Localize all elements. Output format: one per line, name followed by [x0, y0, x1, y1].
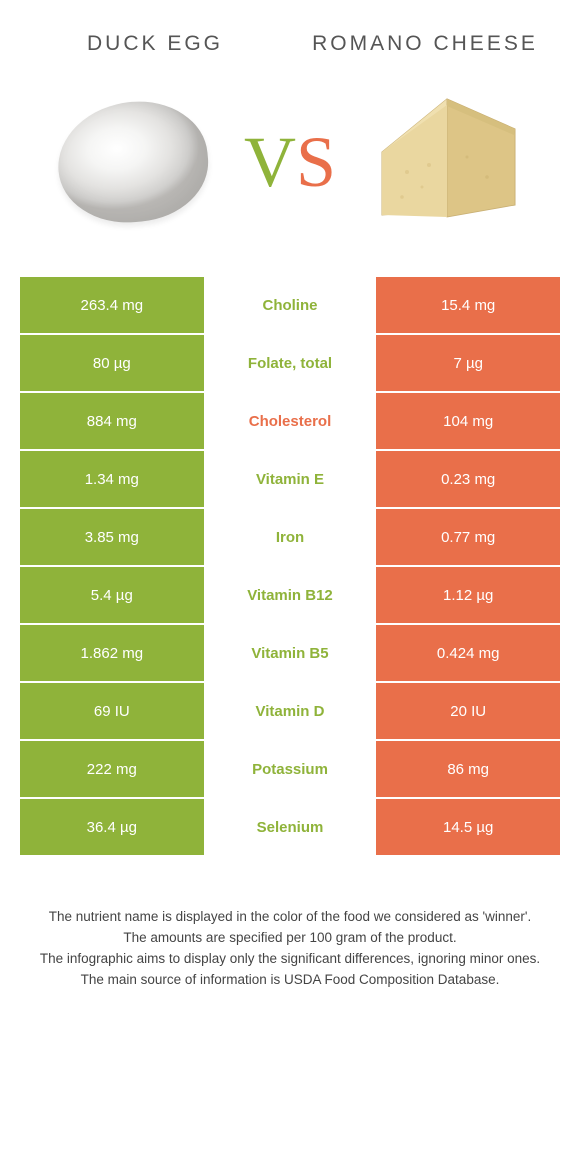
nutrient-name: Vitamin D: [204, 683, 377, 739]
value-a: 222 mg: [20, 741, 204, 797]
value-a: 69 IU: [20, 683, 204, 739]
value-a: 1.34 mg: [20, 451, 204, 507]
value-b: 7 µg: [376, 335, 560, 391]
value-a: 3.85 mg: [20, 509, 204, 565]
table-row: 5.4 µgVitamin B121.12 µg: [20, 567, 560, 625]
value-a: 263.4 mg: [20, 277, 204, 333]
nutrient-name: Choline: [204, 277, 377, 333]
table-row: 1.862 mgVitamin B50.424 mg: [20, 625, 560, 683]
value-b: 104 mg: [376, 393, 560, 449]
nutrient-name: Selenium: [204, 799, 377, 855]
value-b: 0.23 mg: [376, 451, 560, 507]
table-row: 222 mgPotassium86 mg: [20, 741, 560, 799]
food-a-column: DUCK EGG: [20, 30, 290, 57]
value-a: 884 mg: [20, 393, 204, 449]
footer-line-4: The main source of information is USDA F…: [30, 970, 550, 991]
value-a: 1.862 mg: [20, 625, 204, 681]
value-b: 0.424 mg: [376, 625, 560, 681]
food-a-image: [30, 77, 236, 247]
nutrient-name: Iron: [204, 509, 377, 565]
value-b: 1.12 µg: [376, 567, 560, 623]
table-row: 884 mgCholesterol104 mg: [20, 393, 560, 451]
table-row: 3.85 mgIron0.77 mg: [20, 509, 560, 567]
food-b-image: [344, 77, 550, 247]
value-b: 0.77 mg: [376, 509, 560, 565]
table-row: 80 µgFolate, total7 µg: [20, 335, 560, 393]
vs-s: S: [296, 122, 336, 202]
vs-label: VS: [236, 126, 344, 198]
nutrient-name: Vitamin B12: [204, 567, 377, 623]
table-row: 263.4 mgCholine15.4 mg: [20, 277, 560, 335]
vs-v: V: [244, 122, 296, 202]
value-b: 14.5 µg: [376, 799, 560, 855]
table-row: 1.34 mgVitamin E0.23 mg: [20, 451, 560, 509]
images-row: VS: [0, 57, 580, 277]
value-b: 15.4 mg: [376, 277, 560, 333]
footer-notes: The nutrient name is displayed in the co…: [0, 857, 580, 1021]
nutrient-name: Potassium: [204, 741, 377, 797]
footer-line-2: The amounts are specified per 100 gram o…: [30, 928, 550, 949]
footer-line-3: The infographic aims to display only the…: [30, 949, 550, 970]
cheese-icon: [367, 87, 527, 237]
table-row: 36.4 µgSelenium14.5 µg: [20, 799, 560, 857]
value-a: 36.4 µg: [20, 799, 204, 855]
value-b: 20 IU: [376, 683, 560, 739]
nutrient-name: Folate, total: [204, 335, 377, 391]
nutrient-name: Cholesterol: [204, 393, 377, 449]
table-row: 69 IUVitamin D20 IU: [20, 683, 560, 741]
nutrient-name: Vitamin E: [204, 451, 377, 507]
value-a: 5.4 µg: [20, 567, 204, 623]
nutrient-name: Vitamin B5: [204, 625, 377, 681]
header: DUCK EGG ROMANO CHEESE: [0, 0, 580, 57]
egg-icon: [53, 96, 213, 229]
value-b: 86 mg: [376, 741, 560, 797]
food-b-column: ROMANO CHEESE: [290, 30, 560, 57]
nutrition-table: 263.4 mgCholine15.4 mg80 µgFolate, total…: [0, 277, 580, 857]
value-a: 80 µg: [20, 335, 204, 391]
food-a-title: DUCK EGG: [20, 30, 290, 57]
footer-line-1: The nutrient name is displayed in the co…: [30, 907, 550, 928]
food-b-title: ROMANO CHEESE: [290, 30, 560, 57]
